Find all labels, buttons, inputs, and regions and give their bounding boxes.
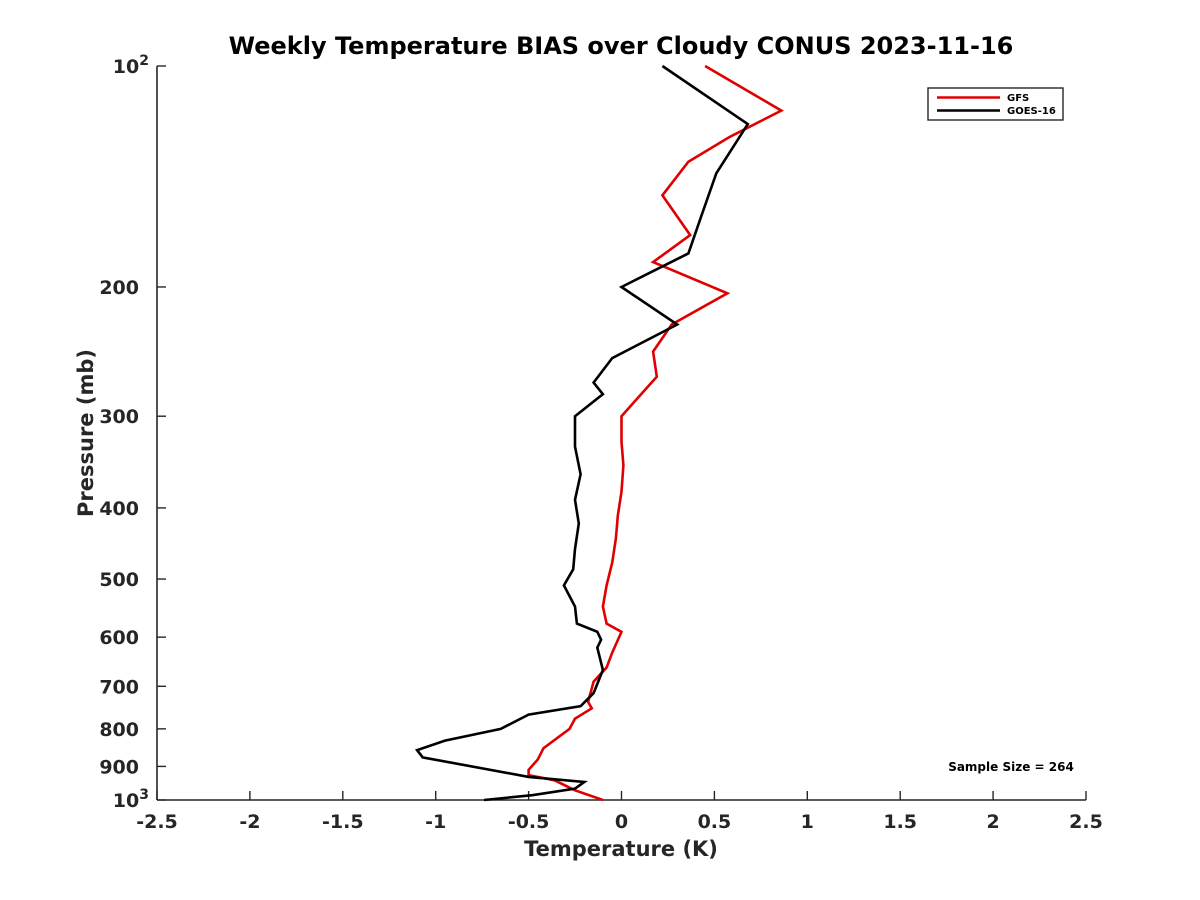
x-tick-label: 0.5: [698, 811, 732, 833]
y-tick-label: 600: [99, 627, 139, 649]
y-tick-label: 900: [99, 756, 139, 778]
y-axis-label: Pressure (mb): [74, 349, 98, 517]
x-tick-label: 1: [801, 811, 814, 833]
x-axis-label: Temperature (K): [524, 837, 718, 861]
sample-size-annotation: Sample Size = 264: [948, 760, 1074, 774]
x-tick-label: -2: [239, 811, 260, 833]
x-tick-label: 0: [615, 811, 628, 833]
y-tick-label: 200: [99, 277, 139, 299]
legend: GFS GOES-16: [927, 87, 1064, 121]
y-tick-label: 700: [99, 676, 139, 698]
x-tick-label: -0.5: [508, 811, 550, 833]
y-tick-label: 102: [113, 53, 149, 78]
x-tick-label: 2.5: [1069, 811, 1103, 833]
legend-label-gfs: GFS: [1007, 93, 1029, 104]
x-tick-label: -2.5: [136, 811, 178, 833]
series-line-goes-16: [414, 64, 750, 802]
chart-title: Weekly Temperature BIAS over Cloudy CONU…: [229, 32, 1014, 60]
y-tick-label: 400: [99, 498, 139, 520]
legend-label-goes: GOES-16: [1007, 106, 1056, 117]
series-line-gfs: [527, 64, 785, 802]
y-ticks: 102 200 300 400 500 600 700 800 900 103: [99, 53, 166, 812]
x-tick-label: 2: [986, 811, 999, 833]
x-tick-label: -1.5: [322, 811, 364, 833]
y-tick-label: 103: [113, 787, 149, 812]
y-tick-label: 500: [99, 569, 139, 591]
x-tick-label: -1: [425, 811, 446, 833]
series-layer: [414, 64, 785, 802]
y-tick-label: 800: [99, 719, 139, 741]
x-ticks: -2.5 -2 -1.5 -1 -0.5 0 0.5 1 1.5 2 2.5: [136, 791, 1103, 833]
x-tick-label: 1.5: [883, 811, 917, 833]
y-tick-label: 300: [99, 406, 139, 428]
legend-box: [927, 87, 1064, 121]
